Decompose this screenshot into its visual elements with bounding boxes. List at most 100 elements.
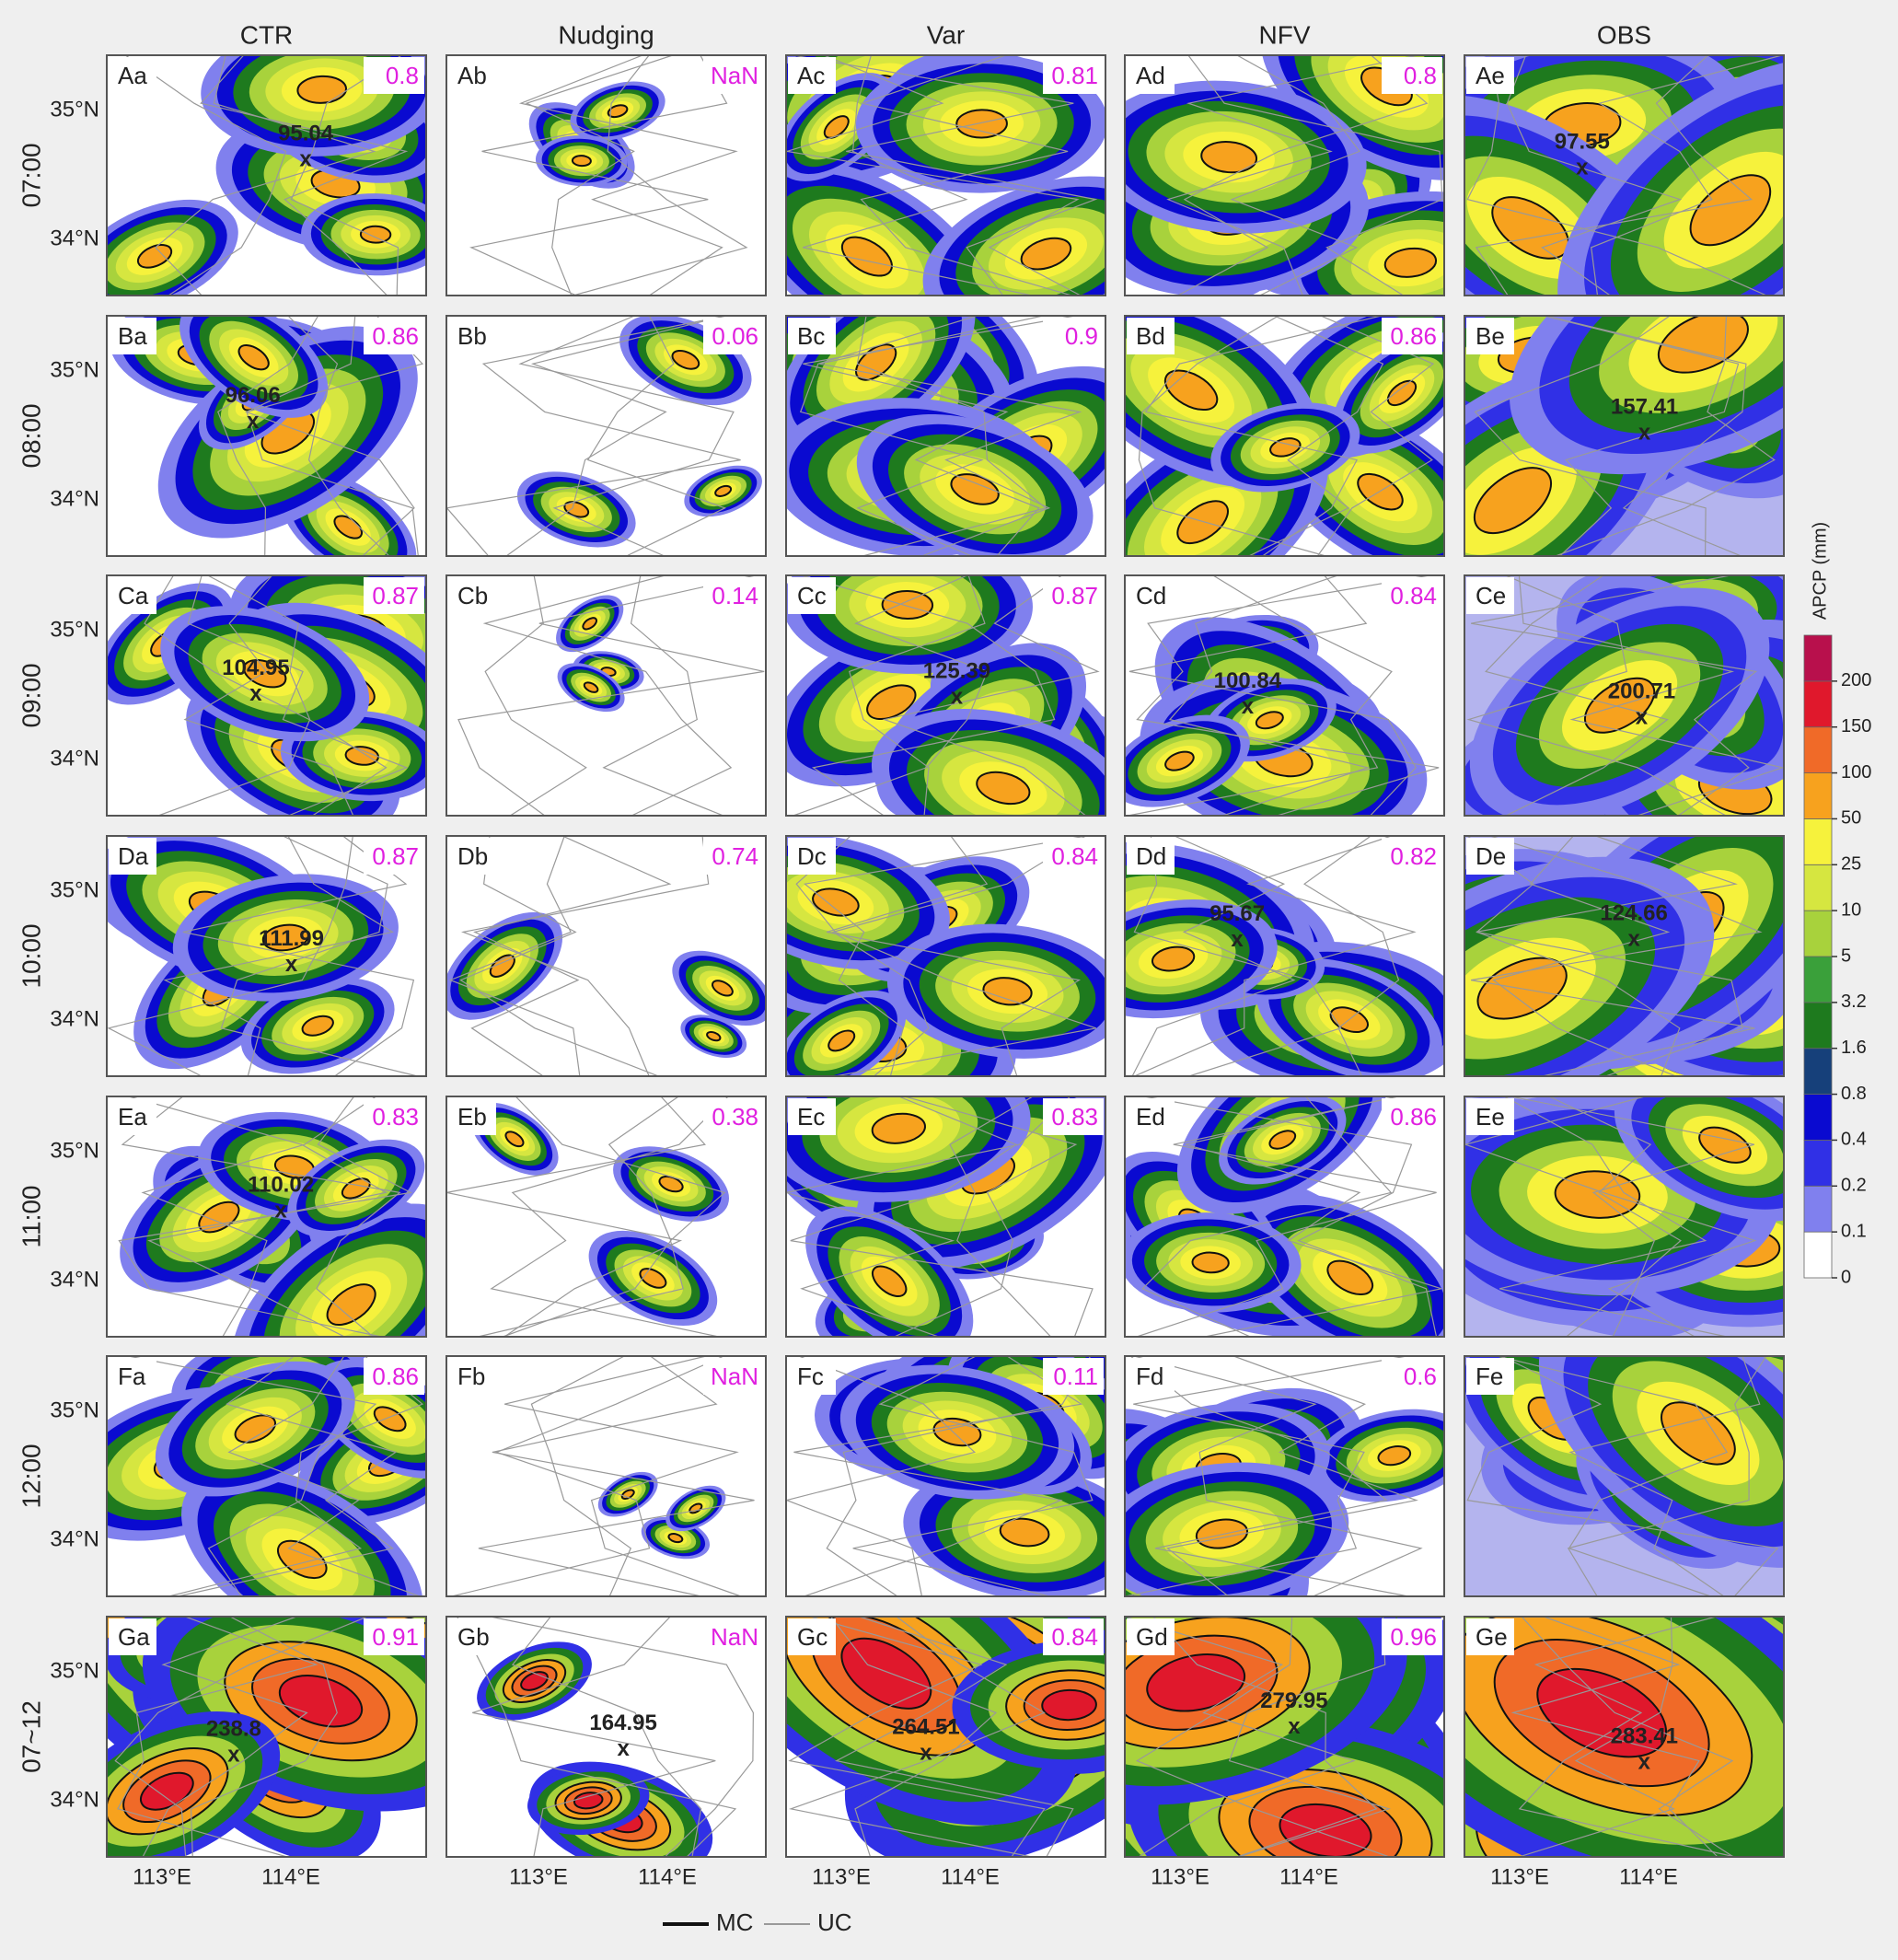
precip-blob bbox=[573, 1792, 604, 1810]
score-box bbox=[1382, 318, 1442, 354]
lon-label: 113°E bbox=[812, 1864, 871, 1889]
score: 0.74 bbox=[712, 842, 758, 870]
max-marker: x bbox=[227, 1743, 240, 1768]
colorbar-tick-label: 100 bbox=[1841, 762, 1871, 783]
province-boundary bbox=[831, 836, 1086, 1076]
max-marker: x bbox=[1638, 1750, 1651, 1775]
max-value: 125.39 bbox=[923, 659, 990, 684]
precip-blob bbox=[667, 1533, 684, 1544]
precip-blob bbox=[1255, 711, 1284, 730]
label-box bbox=[448, 1098, 496, 1135]
label-box bbox=[448, 57, 496, 94]
panel-frame bbox=[446, 1616, 767, 1858]
score-box bbox=[1382, 1618, 1442, 1655]
province-boundary bbox=[478, 1356, 755, 1596]
score: 0.87 bbox=[1051, 582, 1098, 609]
precip-blob bbox=[237, 344, 270, 371]
province-boundary bbox=[446, 1096, 706, 1337]
column-title: Nudging bbox=[558, 20, 654, 49]
province-boundary bbox=[155, 55, 376, 296]
province-boundary bbox=[503, 1096, 679, 1337]
province-boundary bbox=[1129, 1356, 1409, 1596]
colorbar-tick-label: 0 bbox=[1841, 1267, 1851, 1287]
precip-blob bbox=[1151, 945, 1196, 972]
map-panel: Aa 0.8 x95.04 bbox=[106, 54, 427, 296]
precip-blob bbox=[1164, 750, 1195, 771]
score-box bbox=[1043, 318, 1104, 354]
panel-frame bbox=[446, 315, 767, 557]
lat-label: 34°N bbox=[50, 1526, 99, 1551]
panel-frame bbox=[785, 574, 1106, 817]
province-boundary bbox=[1466, 575, 1727, 816]
panel-label: Fa bbox=[118, 1363, 146, 1390]
panel-label: Dd bbox=[1136, 842, 1166, 870]
label-box bbox=[1127, 318, 1175, 354]
panel-label: Gb bbox=[457, 1623, 490, 1651]
precip-field bbox=[107, 1356, 426, 1596]
colorbar-band bbox=[1803, 1048, 1833, 1095]
province-boundary bbox=[478, 1096, 726, 1337]
score: 0.11 bbox=[1053, 1363, 1098, 1390]
province-boundary bbox=[1510, 1617, 1719, 1857]
panel-frame bbox=[106, 315, 427, 557]
label-box bbox=[1466, 1358, 1514, 1395]
province-boundary bbox=[860, 55, 1072, 296]
max-value: 264.51 bbox=[892, 1715, 959, 1740]
province-boundary bbox=[484, 575, 587, 816]
panel-label: Fd bbox=[1136, 1363, 1163, 1390]
lat-label: 35°N bbox=[50, 1138, 99, 1163]
panel-label: Gc bbox=[797, 1623, 827, 1651]
max-value: 110.02 bbox=[248, 1172, 314, 1197]
province-boundary bbox=[227, 1356, 421, 1596]
legend-label: UC bbox=[817, 1908, 852, 1936]
province-boundary bbox=[1492, 836, 1676, 1076]
label-box bbox=[1466, 577, 1514, 614]
precip-blob bbox=[1660, 1401, 1736, 1466]
column-title: NFV bbox=[1259, 20, 1311, 49]
colorbar-tick-label: 50 bbox=[1841, 808, 1861, 829]
province-boundary bbox=[786, 1356, 976, 1596]
precip-field bbox=[446, 1356, 766, 1596]
precip-field bbox=[1125, 1356, 1444, 1596]
province-boundary bbox=[128, 1356, 377, 1596]
lat-label: 35°N bbox=[50, 357, 99, 382]
column-title: Var bbox=[927, 20, 966, 49]
panel-frame bbox=[785, 1616, 1106, 1858]
colorbar-band bbox=[1803, 864, 1833, 911]
province-boundary bbox=[490, 1617, 754, 1857]
label-box bbox=[109, 318, 156, 354]
label-box bbox=[1127, 1098, 1175, 1135]
province-boundary bbox=[1185, 1096, 1442, 1337]
score-box bbox=[364, 577, 424, 614]
label-box bbox=[109, 1358, 156, 1395]
score-box bbox=[1043, 577, 1104, 614]
panel-label: Ee bbox=[1476, 1103, 1505, 1131]
precip-field bbox=[1125, 1617, 1444, 1857]
score-box bbox=[364, 1358, 424, 1395]
province-boundary bbox=[511, 1617, 702, 1857]
province-boundary bbox=[1125, 1617, 1356, 1857]
province-boundary bbox=[1474, 316, 1707, 556]
label-box bbox=[1466, 838, 1514, 875]
precip-blob bbox=[982, 977, 1033, 1006]
panel-frame bbox=[1124, 54, 1445, 296]
panel-label: Bb bbox=[457, 322, 487, 350]
max-marker: x bbox=[920, 1741, 932, 1766]
province-boundary bbox=[1518, 1617, 1736, 1857]
precip-blob bbox=[582, 617, 598, 631]
precip-field bbox=[786, 1356, 1105, 1596]
colorbar-band bbox=[1803, 772, 1833, 819]
panel-label: Fc bbox=[797, 1363, 824, 1390]
colorbar-band bbox=[1803, 1185, 1833, 1233]
map-panel: Ad 0.8 bbox=[1124, 54, 1445, 296]
colorbar-band bbox=[1803, 634, 1833, 682]
province-boundary bbox=[220, 836, 418, 1076]
province-boundary bbox=[163, 836, 394, 1076]
max-value: 97.55 bbox=[1555, 130, 1610, 155]
max-marker: x bbox=[1638, 421, 1651, 446]
colorbar-band bbox=[1803, 726, 1833, 773]
colorbar-tick-label: 10 bbox=[1841, 899, 1861, 920]
precip-blob bbox=[1191, 1251, 1230, 1274]
max-value: 200.71 bbox=[1608, 679, 1675, 704]
